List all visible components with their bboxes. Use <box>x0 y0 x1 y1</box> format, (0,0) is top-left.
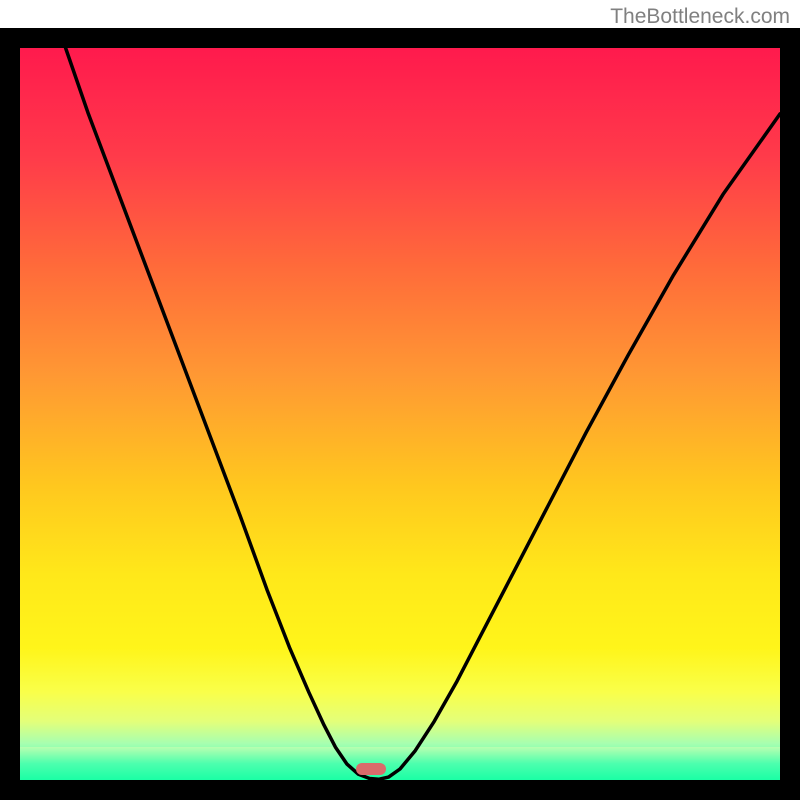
watermark-text: TheBottleneck.com <box>610 5 790 29</box>
optimal-marker <box>356 763 386 775</box>
bottleneck-curve <box>0 0 800 800</box>
